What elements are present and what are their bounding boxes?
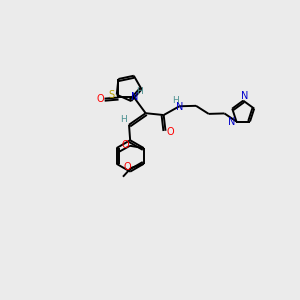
Text: S: S [109, 90, 115, 100]
Text: O: O [97, 94, 104, 103]
Text: H: H [121, 115, 127, 124]
Text: N: N [241, 91, 248, 100]
Text: H: H [136, 87, 142, 96]
Text: O: O [122, 140, 130, 150]
Text: N: N [176, 102, 183, 112]
Text: N: N [228, 116, 235, 127]
Text: O: O [123, 163, 131, 172]
Text: H: H [172, 96, 178, 105]
Text: O: O [167, 127, 174, 137]
Text: N: N [131, 92, 139, 102]
